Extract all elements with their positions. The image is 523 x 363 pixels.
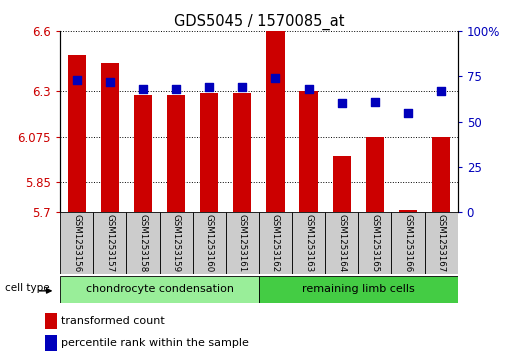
- Bar: [399, 210, 417, 212]
- Point: [106, 79, 114, 85]
- Point: [371, 99, 379, 105]
- Point: [205, 84, 213, 90]
- Bar: [134, 95, 152, 212]
- Point: [404, 110, 412, 115]
- FancyBboxPatch shape: [226, 212, 259, 274]
- FancyBboxPatch shape: [192, 212, 226, 274]
- FancyBboxPatch shape: [127, 212, 160, 274]
- FancyBboxPatch shape: [358, 212, 391, 274]
- Point: [271, 75, 280, 81]
- Bar: [200, 93, 218, 212]
- FancyBboxPatch shape: [425, 212, 458, 274]
- Text: GSM1253160: GSM1253160: [204, 214, 214, 272]
- Point: [238, 84, 246, 90]
- Point: [172, 86, 180, 92]
- FancyBboxPatch shape: [60, 212, 93, 274]
- Text: cell type: cell type: [5, 283, 50, 293]
- Bar: [333, 156, 351, 212]
- FancyBboxPatch shape: [60, 276, 259, 303]
- Text: GSM1253156: GSM1253156: [72, 214, 81, 272]
- FancyBboxPatch shape: [292, 212, 325, 274]
- Bar: [101, 63, 119, 212]
- Bar: [300, 91, 317, 212]
- Text: GSM1253163: GSM1253163: [304, 214, 313, 272]
- Point: [337, 101, 346, 106]
- Bar: [167, 95, 185, 212]
- FancyBboxPatch shape: [160, 212, 192, 274]
- Text: GSM1253157: GSM1253157: [105, 214, 115, 272]
- Bar: [366, 137, 384, 212]
- FancyBboxPatch shape: [325, 212, 358, 274]
- Bar: [45, 335, 57, 351]
- Text: transformed count: transformed count: [62, 316, 165, 326]
- Bar: [432, 137, 450, 212]
- Point: [304, 86, 313, 92]
- Bar: [45, 313, 57, 329]
- Title: GDS5045 / 1570085_at: GDS5045 / 1570085_at: [174, 13, 344, 29]
- Text: GSM1253164: GSM1253164: [337, 214, 346, 272]
- Text: GSM1253161: GSM1253161: [238, 214, 247, 272]
- Bar: [266, 31, 285, 212]
- FancyBboxPatch shape: [259, 276, 458, 303]
- FancyBboxPatch shape: [391, 212, 425, 274]
- Point: [73, 77, 81, 83]
- Text: GSM1253167: GSM1253167: [437, 214, 446, 272]
- Text: remaining limb cells: remaining limb cells: [302, 285, 415, 294]
- FancyBboxPatch shape: [93, 212, 127, 274]
- Text: GSM1253162: GSM1253162: [271, 214, 280, 272]
- Text: GSM1253158: GSM1253158: [139, 214, 147, 272]
- Text: GSM1253166: GSM1253166: [403, 214, 413, 272]
- Bar: [233, 93, 252, 212]
- Text: GSM1253159: GSM1253159: [172, 214, 180, 272]
- Text: percentile rank within the sample: percentile rank within the sample: [62, 338, 249, 348]
- Point: [139, 86, 147, 92]
- Point: [437, 88, 445, 94]
- Bar: [67, 55, 86, 212]
- FancyBboxPatch shape: [259, 212, 292, 274]
- Text: GSM1253165: GSM1253165: [370, 214, 379, 272]
- Text: chondrocyte condensation: chondrocyte condensation: [86, 285, 233, 294]
